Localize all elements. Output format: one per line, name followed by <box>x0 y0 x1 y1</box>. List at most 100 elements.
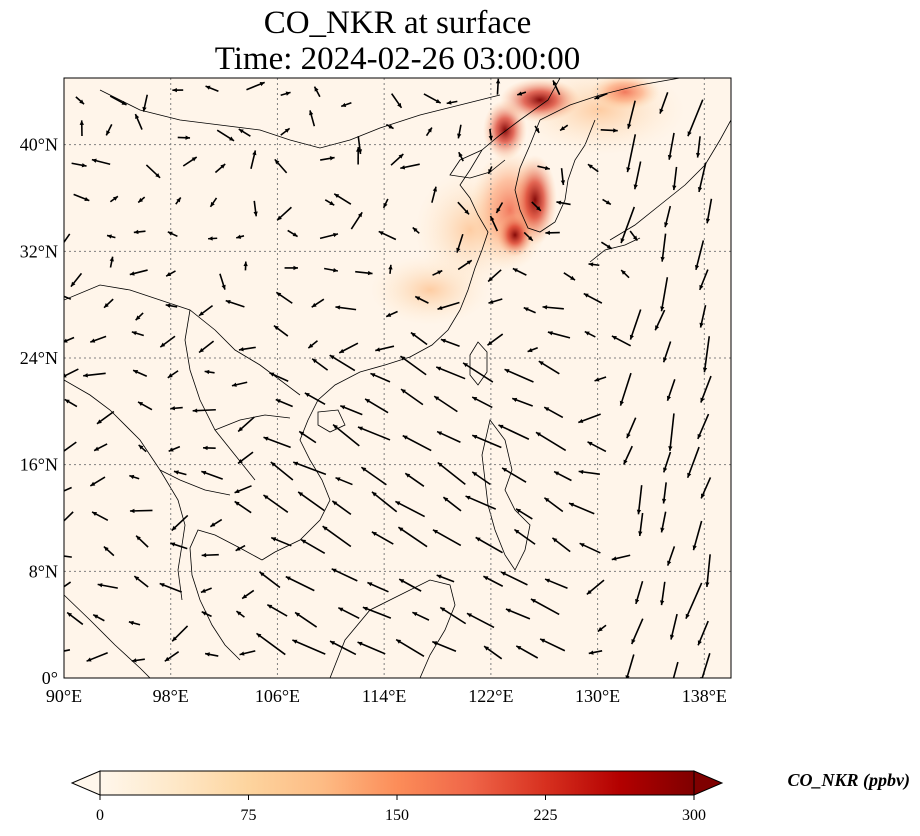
colorbar-tick-label: 0 <box>96 807 104 824</box>
wind-vector-head <box>340 405 346 410</box>
wind-vector-head <box>495 78 501 84</box>
wind-vector-head <box>399 579 405 584</box>
wind-vector <box>535 431 567 452</box>
wind-vector <box>629 309 642 340</box>
wind-vector-head <box>112 196 118 201</box>
wind-vector-head <box>243 261 248 267</box>
colorbar-tick-label: 300 <box>682 807 706 824</box>
wind-vector-head <box>165 303 171 308</box>
wind-vector-head <box>269 372 275 377</box>
wind-vector-head <box>697 187 703 192</box>
wind-vector <box>568 502 595 515</box>
wind-vector-head <box>64 399 70 404</box>
wind-vector-head <box>534 127 540 133</box>
wind-vector-head <box>333 424 338 430</box>
y-axis-ticks: 0° 8°N 16°N 24°N 32°N 40°N <box>20 135 58 688</box>
wind-vector-head <box>304 392 310 398</box>
wind-vector-head <box>86 657 92 662</box>
wind-vector-head <box>517 91 523 96</box>
wind-vector-head <box>515 508 521 514</box>
wind-vector-head <box>172 636 177 642</box>
wind-vector-head <box>383 202 388 208</box>
wind-vector-head <box>655 325 660 331</box>
wind-vector-head <box>185 135 191 140</box>
wind-vector-head <box>104 303 109 308</box>
wind-vector-head <box>58 245 62 250</box>
wind-vector-head <box>164 656 170 662</box>
wind-vector-head <box>588 262 594 267</box>
wind-vector-head <box>587 441 593 446</box>
colorbar-min-extend <box>70 770 101 796</box>
wind-vector-head <box>166 272 172 277</box>
wind-vector-head <box>253 211 258 217</box>
wind-vector-head <box>405 473 411 478</box>
wind-vector-head <box>432 186 437 192</box>
wind-vector-head <box>625 675 630 678</box>
wind-vector-head <box>121 100 127 105</box>
wind-vector-head <box>81 163 87 168</box>
wind-vector-head <box>242 594 248 599</box>
wind-vector <box>64 486 72 492</box>
wind-vector-head <box>432 641 438 646</box>
wind-vector-head <box>560 180 566 185</box>
wind-vector-head <box>53 650 58 654</box>
wind-vector-head <box>659 600 665 606</box>
wind-vector-head <box>547 331 553 336</box>
wind-vector-head <box>594 95 600 100</box>
wind-vector-head <box>516 645 522 651</box>
wind-vector-head <box>128 620 134 626</box>
wind-vector-head <box>293 265 298 271</box>
wind-vector-head <box>402 435 408 440</box>
wind-vector <box>263 436 291 449</box>
wind-vector <box>626 134 637 173</box>
wind-vector <box>695 240 705 271</box>
wind-vector-head <box>238 426 243 432</box>
wind-vector-head <box>466 260 472 265</box>
wind-vector-head <box>84 196 90 202</box>
wind-vector-head <box>667 560 672 566</box>
wind-vector-head <box>588 650 594 655</box>
wind-vector-head <box>456 247 461 253</box>
x-axis-ticks: 90°E 98°E 106°E 114°E 122°E 130°E 138°E <box>46 686 727 706</box>
wind-vector-head <box>204 369 210 375</box>
wind-vector <box>397 526 428 548</box>
wind-vector-head <box>626 167 631 173</box>
wind-vector-head <box>611 335 617 340</box>
wind-vector-head <box>256 633 262 638</box>
wind-vector-head <box>199 348 204 353</box>
wind-vector-head <box>437 462 443 467</box>
wind-vector-head <box>371 531 377 536</box>
wind-vector-head <box>619 400 624 406</box>
wind-vector-head <box>667 154 673 160</box>
wind-vector-head <box>398 153 404 159</box>
wind-vector-head <box>176 197 181 203</box>
y-tick-label: 40°N <box>20 135 58 155</box>
y-tick-label: 8°N <box>29 561 58 581</box>
wind-vector-head <box>221 284 226 290</box>
wind-vector-head <box>203 445 208 451</box>
wind-vector <box>262 494 289 513</box>
wind-vector-head <box>220 164 226 169</box>
wind-vector-head <box>554 471 560 476</box>
wind-vector-head <box>505 608 511 613</box>
wind-vector-head <box>90 338 96 343</box>
wind-vector-head <box>388 264 393 270</box>
y-tick-label: 16°N <box>20 455 58 475</box>
wind-vector-head <box>234 501 240 506</box>
wind-vector <box>500 571 528 586</box>
wind-vector-head <box>330 641 336 646</box>
wind-vector-head <box>172 87 177 93</box>
wind-vector <box>439 606 467 625</box>
wind-vector-head <box>133 370 139 375</box>
wind-vector-head <box>544 497 550 503</box>
wind-vector-head <box>496 207 501 213</box>
wind-vector-head <box>236 234 242 239</box>
wind-vector-head <box>276 292 282 297</box>
wind-vector <box>402 434 432 452</box>
wind-vector-head <box>544 165 550 171</box>
wind-vectors <box>53 78 713 678</box>
wind-vector-head <box>484 646 490 651</box>
wind-vector-head <box>299 431 305 436</box>
wind-vector-head <box>457 133 462 139</box>
wind-vector-head <box>523 307 529 312</box>
